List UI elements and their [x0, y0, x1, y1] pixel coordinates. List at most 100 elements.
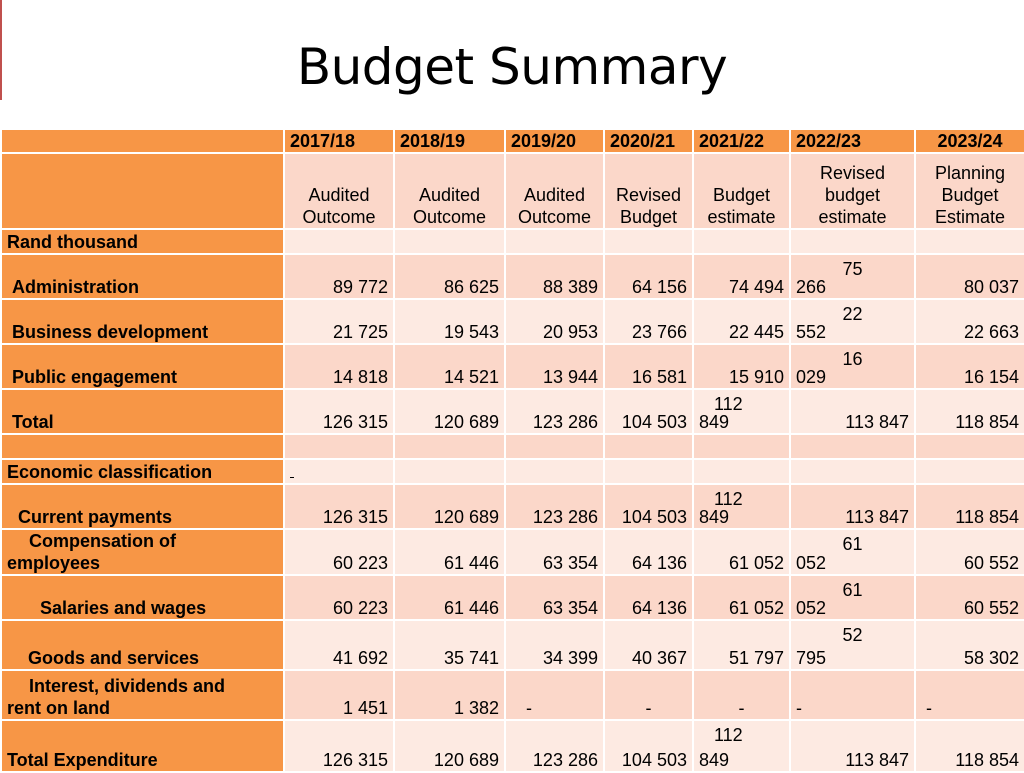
table-cell: 112 849	[692, 388, 791, 435]
table-cell: 64 136	[603, 574, 694, 621]
row-label: Business development	[0, 298, 285, 345]
table-row-total-expenditure: Total Expenditure 126 315 120 689 123 28…	[0, 719, 1024, 773]
table-cell: 113 847	[789, 388, 916, 435]
table-cell: 120 689	[393, 483, 506, 530]
budget-table: 2017/18 2018/19 2019/20 2020/21 2021/22 …	[0, 128, 1024, 773]
year-header: 2020/21	[603, 128, 694, 154]
column-subheader: Planning Budget Estimate	[914, 152, 1024, 230]
row-label: Interest, dividends and rent on land	[0, 669, 285, 721]
table-cell: 118 854	[914, 719, 1024, 773]
year-header: 2021/22	[692, 128, 791, 154]
table-cell: 21 725	[283, 298, 395, 345]
table-cell: 104 503	[603, 388, 694, 435]
table-cell: 80 037	[914, 253, 1024, 300]
table-cell: 14 521	[393, 343, 506, 390]
row-label: Current payments	[0, 483, 285, 530]
year-header: 2017/18	[283, 128, 395, 154]
year-header: 2019/20	[504, 128, 605, 154]
column-subheader: Audited Outcome	[283, 152, 395, 230]
column-subheader: Revised budget estimate	[789, 152, 916, 230]
row-label: Total	[0, 388, 285, 435]
table-cell: 14 818	[283, 343, 395, 390]
section-label: Rand thousand	[0, 228, 285, 255]
column-subheader: Revised Budget	[603, 152, 694, 230]
table-cell: -	[603, 669, 694, 721]
table-cell: 52 795	[789, 619, 916, 671]
table-cell: 112 849	[692, 719, 791, 773]
empty-cell	[283, 458, 395, 485]
table-cell: 126 315	[283, 388, 395, 435]
table-cell: 40 367	[603, 619, 694, 671]
table-cell: 123 286	[504, 483, 605, 530]
table-row: Goods and services 41 692 35 741 34 399 …	[0, 619, 1024, 671]
table-cell: 123 286	[504, 388, 605, 435]
table-cell: 35 741	[393, 619, 506, 671]
table-cell: 51 797	[692, 619, 791, 671]
table-cell: 112 849	[692, 483, 791, 530]
table-cell: -	[504, 669, 605, 721]
table-cell: 74 494	[692, 253, 791, 300]
table-cell: 61 052	[692, 574, 791, 621]
table-row: Interest, dividends and rent on land 1 45…	[0, 669, 1024, 721]
table-cell: 61 052	[789, 528, 916, 576]
table-cell: -	[789, 669, 916, 721]
table-cell: 16 029	[789, 343, 916, 390]
row-label: Compensation of employees	[0, 528, 285, 576]
table-cell: 86 625	[393, 253, 506, 300]
table-cell: 64 136	[603, 528, 694, 576]
table-cell: 41 692	[283, 619, 395, 671]
year-header: 2018/19	[393, 128, 506, 154]
table-cell: 104 503	[603, 483, 694, 530]
year-header-row: 2017/18 2018/19 2019/20 2020/21 2021/22 …	[0, 128, 1024, 154]
year-header: 2022/23	[789, 128, 916, 154]
table-cell: 126 315	[283, 483, 395, 530]
table-cell: -	[692, 669, 791, 721]
subheader-row: Audited Outcome Audited Outcome Audited Out…	[0, 152, 1024, 230]
table-row: Business development 21 725 19 543 20 95…	[0, 298, 1024, 345]
table-cell: 20 953	[504, 298, 605, 345]
section-row-economic: Economic classification	[0, 458, 1024, 485]
table-cell: 75 266	[789, 253, 916, 300]
table-cell: 34 399	[504, 619, 605, 671]
table-row: Salaries and wages 60 223 61 446 63 354 …	[0, 574, 1024, 621]
table-cell: 60 552	[914, 574, 1024, 621]
table-cell: 61 052	[789, 574, 916, 621]
table-cell: 89 772	[283, 253, 395, 300]
spacer-row	[0, 433, 1024, 460]
slide-edge-accent	[0, 0, 2, 100]
table-cell: 22 552	[789, 298, 916, 345]
table-row: Compensation of employees 60 223 61 446 6…	[0, 528, 1024, 576]
page-title: Budget Summary	[296, 38, 728, 96]
table-row: Public engagement 14 818 14 521 13 944 1…	[0, 343, 1024, 390]
table-row-total: Total 126 315 120 689 123 286 104 503 11…	[0, 388, 1024, 435]
table-cell: 61 052	[692, 528, 791, 576]
year-header: 2023/24	[914, 128, 1024, 154]
row-label: Goods and services	[0, 619, 285, 671]
table-cell: 113 847	[789, 719, 916, 773]
table-row: Administration 89 772 86 625 88 389 64 1…	[0, 253, 1024, 300]
table-cell: 60 223	[283, 528, 395, 576]
section-row-rand: Rand thousand	[0, 228, 1024, 255]
table-cell: 63 354	[504, 574, 605, 621]
table-cell: 58 302	[914, 619, 1024, 671]
table-cell: 88 389	[504, 253, 605, 300]
table-cell: 1 451	[283, 669, 395, 721]
table-cell: 63 354	[504, 528, 605, 576]
column-subheader: Audited Outcome	[393, 152, 506, 230]
table-cell: 64 156	[603, 253, 694, 300]
table-cell: 61 446	[393, 574, 506, 621]
table-cell: 61 446	[393, 528, 506, 576]
corner-cell	[0, 128, 285, 154]
table-cell: 13 944	[504, 343, 605, 390]
table-cell: 60 223	[283, 574, 395, 621]
subheader-corner	[0, 152, 285, 230]
table-cell: 22 445	[692, 298, 791, 345]
table-cell: 1 382	[393, 669, 506, 721]
table-cell: 120 689	[393, 388, 506, 435]
row-label: Public engagement	[0, 343, 285, 390]
row-label: Total Expenditure	[0, 719, 285, 773]
table-cell: 104 503	[603, 719, 694, 773]
table-cell: 60 552	[914, 528, 1024, 576]
table-cell: 113 847	[789, 483, 916, 530]
column-subheader: Audited Outcome	[504, 152, 605, 230]
